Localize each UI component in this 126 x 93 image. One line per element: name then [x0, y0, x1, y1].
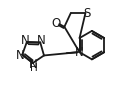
Text: N: N	[16, 49, 25, 62]
Text: N: N	[75, 46, 84, 59]
Text: N: N	[21, 34, 29, 47]
Text: H: H	[30, 63, 38, 73]
Text: O: O	[52, 17, 61, 30]
Text: N: N	[37, 34, 46, 47]
Text: N: N	[29, 58, 38, 71]
Text: S: S	[83, 7, 90, 20]
